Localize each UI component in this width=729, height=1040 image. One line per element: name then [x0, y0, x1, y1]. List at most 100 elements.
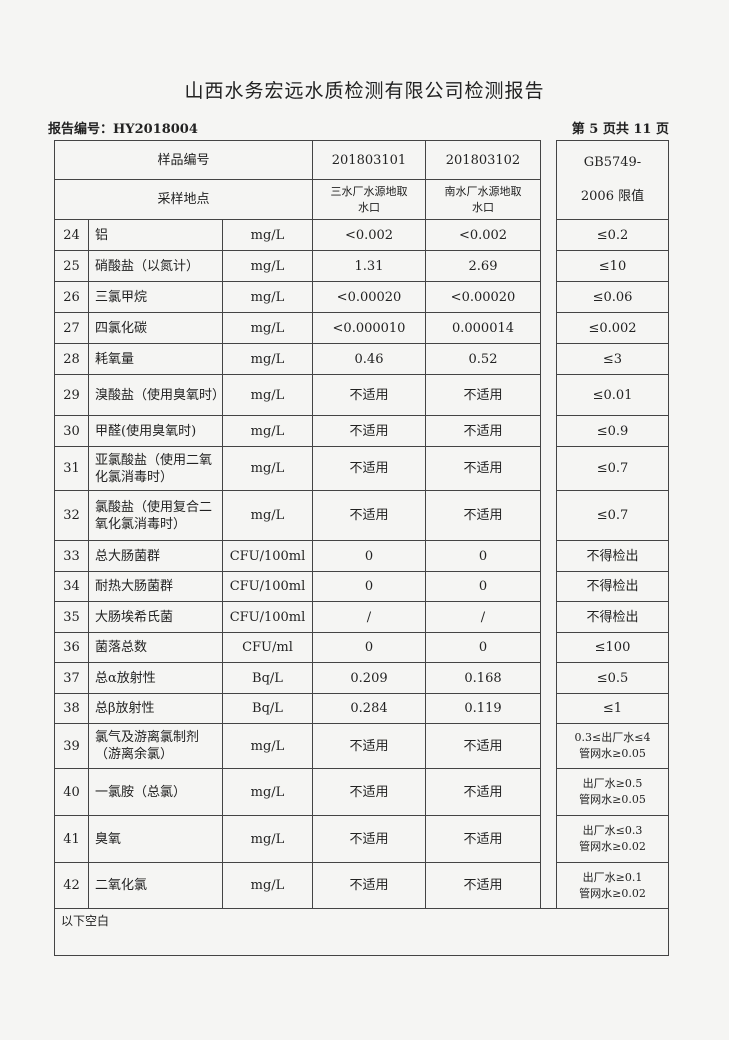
- item-unit: mg/L: [222, 446, 313, 491]
- location1-line1: 三水厂水源地取: [330, 184, 408, 198]
- item-unit: Bq/L: [222, 662, 313, 694]
- value-sample1: 0: [312, 540, 426, 572]
- value-sample2: 不适用: [425, 446, 541, 491]
- item-number: 38: [54, 693, 89, 724]
- value-sample1: 0: [312, 571, 426, 602]
- table-row: 29 溴酸盐（使用臭氧时） mg/L 不适用 不适用 ≤0.01: [54, 374, 669, 416]
- item-unit: mg/L: [222, 312, 313, 344]
- item-name: 耐热大肠菌群: [88, 571, 223, 602]
- report-number: 报告编号：HY2018004: [48, 122, 198, 137]
- limit-value: ≤0.01: [556, 374, 669, 416]
- table-row: 42 二氧化氯 mg/L 不适用 不适用 出厂水≥0.1 管网水≥0.02: [54, 862, 669, 909]
- item-number: 34: [54, 571, 89, 602]
- item-unit: mg/L: [222, 219, 313, 251]
- limit-line1: 出厂水≤0.3: [582, 824, 643, 837]
- item-name: 溴酸盐（使用臭氧时）: [88, 374, 225, 416]
- value-sample2: 0: [425, 571, 541, 602]
- item-unit: mg/L: [222, 490, 313, 541]
- item-unit: CFU/ml: [222, 632, 313, 663]
- item-number: 29: [54, 374, 89, 416]
- item-number: 41: [54, 815, 89, 863]
- item-name: 耗氧量: [88, 343, 223, 375]
- limit-header: GB5749- 2006 限值: [556, 140, 669, 220]
- limit-value: ≤10: [556, 250, 669, 282]
- value-sample1: 不适用: [312, 446, 426, 491]
- report-title: 山西水务宏远水质检测有限公司检测报告: [184, 80, 545, 102]
- value-sample2: 不适用: [425, 490, 541, 541]
- limit-value: 0.3≤出厂水≤4 管网水≥0.05: [556, 723, 669, 769]
- table-row: 33 总大肠菌群 CFU/100ml 0 0 不得检出: [54, 540, 669, 572]
- limit-value: ≤0.9: [556, 415, 669, 447]
- item-name: 一氯胺（总氯）: [88, 768, 223, 816]
- item-name: 臭氧: [88, 815, 223, 863]
- value-sample1: 不适用: [312, 815, 426, 863]
- table-row: 35 大肠埃希氏菌 CFU/100ml / / 不得检出: [54, 601, 669, 633]
- value-sample1: 不适用: [312, 490, 426, 541]
- limit-line1: 出厂水≥0.1: [582, 870, 643, 884]
- limit-value: 不得检出: [556, 540, 669, 572]
- item-name: 三氯甲烷: [88, 281, 223, 313]
- table-row: 26 三氯甲烷 mg/L <0.00020 <0.00020 ≤0.06: [54, 281, 669, 313]
- table-row: 32 氯酸盐（使用复合二氧化氯消毒时） mg/L 不适用 不适用 ≤0.7: [54, 490, 669, 541]
- item-unit: mg/L: [222, 343, 313, 375]
- value-sample1: 不适用: [312, 862, 426, 909]
- limit-value: ≤0.06: [556, 281, 669, 313]
- limit-value: 不得检出: [556, 601, 669, 633]
- item-name: 氯气及游离氯制剂（游离余氯）: [88, 723, 223, 769]
- value-sample1: 不适用: [312, 768, 426, 816]
- location1: 三水厂水源地取 水口: [312, 179, 426, 220]
- limit-line2: 管网水≥0.02: [579, 840, 646, 853]
- location1-line2: 水口: [358, 200, 380, 214]
- value-sample2: <0.002: [425, 219, 541, 251]
- value-sample2: 0.168: [425, 662, 541, 694]
- limit-line1: 0.3≤出厂水≤4: [574, 731, 651, 744]
- header-row-sample: 样品编号 201803101 201803102 GB5749- 2006 限值: [54, 140, 669, 909]
- limit-value: 出厂水≤0.3 管网水≥0.02: [556, 815, 669, 863]
- item-name: 总大肠菌群: [88, 540, 223, 572]
- item-unit: Bq/L: [222, 693, 313, 724]
- table-row: 38 总β放射性 Bq/L 0.284 0.119 ≤1: [54, 693, 669, 724]
- value-sample2: 不适用: [425, 815, 541, 863]
- item-unit: mg/L: [222, 374, 313, 416]
- value-sample2: 0.000014: [425, 312, 541, 344]
- item-name: 总β放射性: [88, 693, 223, 724]
- item-number: 42: [54, 862, 89, 909]
- item-number: 36: [54, 632, 89, 663]
- item-unit: CFU/100ml: [222, 540, 313, 572]
- location-label: 采样地点: [54, 179, 313, 220]
- item-name: 亚氯酸盐（使用二氧化氯消毒时）: [88, 446, 223, 491]
- table-row: 31 亚氯酸盐（使用二氧化氯消毒时） mg/L 不适用 不适用 ≤0.7: [54, 446, 669, 491]
- limit-value: ≤3: [556, 343, 669, 375]
- table-row: 41 臭氧 mg/L 不适用 不适用 出厂水≤0.3 管网水≥0.02: [54, 815, 669, 863]
- item-unit: mg/L: [222, 723, 313, 769]
- item-name: 铝: [88, 219, 223, 251]
- limit-header-2: 2006 限值: [580, 189, 645, 204]
- item-number: 40: [54, 768, 89, 816]
- value-sample1: 0.209: [312, 662, 426, 694]
- value-sample1: <0.000010: [312, 312, 426, 344]
- limit-value: ≤0.2: [556, 219, 669, 251]
- value-sample2: 0: [425, 632, 541, 663]
- limit-value: 出厂水≥0.5 管网水≥0.05: [556, 768, 669, 816]
- limit-line2: 管网水≥0.05: [579, 747, 646, 760]
- value-sample1: 不适用: [312, 723, 426, 769]
- value-sample2: 0.119: [425, 693, 541, 724]
- value-sample2: 0: [425, 540, 541, 572]
- item-number: 33: [54, 540, 89, 572]
- item-number: 25: [54, 250, 89, 282]
- item-name: 大肠埃希氏菌: [88, 601, 223, 633]
- value-sample1: 0.284: [312, 693, 426, 724]
- table-row: 27 四氯化碳 mg/L <0.000010 0.000014 ≤0.002: [54, 312, 669, 344]
- limit-line2: 管网水≥0.02: [579, 886, 646, 900]
- page-info: 第 5 页共 11 页: [571, 122, 669, 137]
- table-row: 39 氯气及游离氯制剂（游离余氯） mg/L 不适用 不适用 0.3≤出厂水≤4 管网水≥0…: [54, 723, 669, 769]
- item-number: 27: [54, 312, 89, 344]
- gap-column: [540, 140, 557, 909]
- limit-value: ≤0.7: [556, 446, 669, 491]
- footer-note: 以下空白: [54, 908, 669, 956]
- value-sample2: <0.00020: [425, 281, 541, 313]
- limit-line2: 管网水≥0.05: [579, 793, 646, 806]
- item-number: 35: [54, 601, 89, 633]
- location2-line2: 水口: [472, 200, 494, 214]
- value-sample2: 不适用: [425, 862, 541, 909]
